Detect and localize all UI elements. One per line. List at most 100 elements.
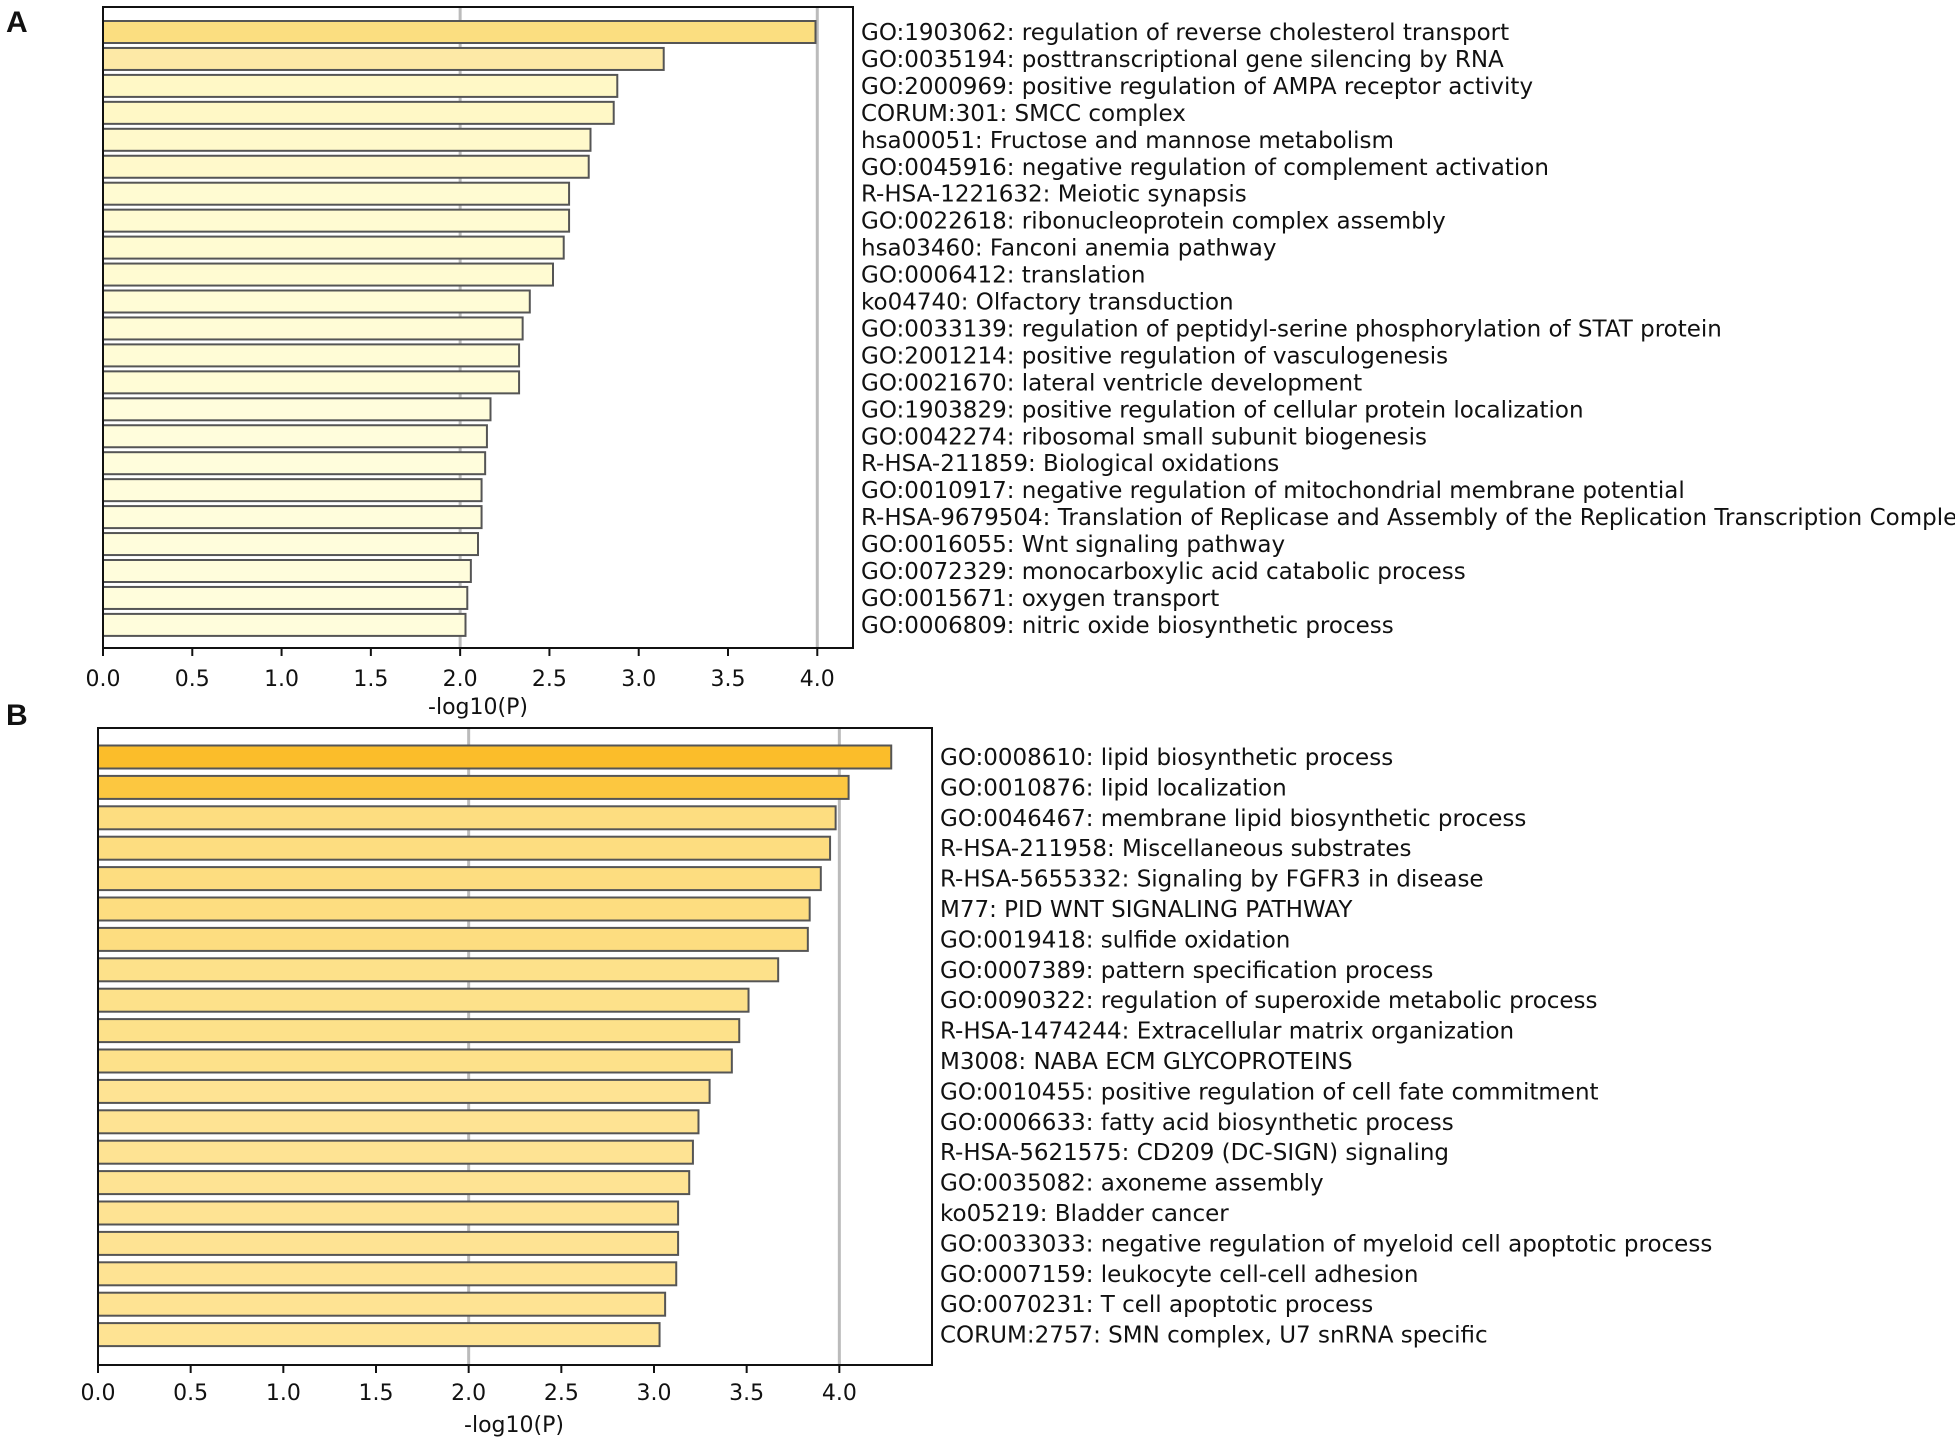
panel-a-bar-9 (102, 235, 565, 260)
panel-b-x-tick-label-8: 3.5 (729, 1381, 764, 1406)
panel-a-chart: GO:1903062: regulation of reverse choles… (86, 6, 1955, 720)
panel-a-bar-17 (102, 451, 487, 476)
panel-a-x-tick-label-1: 0.0 (86, 667, 121, 692)
panel-a-category-label-3: GO:2000969: positive regulation of AMPA … (861, 74, 1533, 100)
panel-a-bar-18 (102, 478, 483, 503)
panel-b-bar-8 (97, 957, 780, 983)
panel-b-x-tick-label-9: 4.0 (822, 1381, 857, 1406)
panel-b-bar-1 (97, 744, 893, 770)
panel-a-x-tick-label-3: 1.0 (264, 667, 299, 692)
panel-a-bar-7 (102, 181, 571, 206)
panel-b-category-label-18: GO:0007159: leukocyte cell-cell adhesion (940, 1262, 1418, 1288)
panel-a-x-tick-label-6: 2.5 (532, 667, 567, 692)
panel-a-bar-6 (102, 154, 590, 179)
panel-a-category-label-4: CORUM:301: SMCC complex (861, 101, 1186, 127)
panel-a-category-label-15: GO:1903829: positive regulation of cellu… (861, 397, 1584, 423)
panel-b-bar-14 (97, 1139, 694, 1165)
panel-a-category-label-21: GO:0072329: monocarboxylic acid cataboli… (861, 559, 1466, 585)
panel-b-bar-9 (97, 987, 750, 1013)
panel-b-plot-frame (97, 727, 933, 1366)
panel-a-x-tick-label-7: 3.0 (621, 667, 656, 692)
panel-b-bar-18 (97, 1261, 678, 1287)
panel-b-bar-4 (97, 835, 832, 861)
panel-b-category-label-12: GO:0010455: positive regulation of cell … (940, 1079, 1599, 1105)
panel-b-category-label-16: ko05219: Bladder cancer (940, 1201, 1229, 1227)
panel-a-category-label-16: GO:0042274: ribosomal small subunit biog… (861, 424, 1427, 450)
panel-a-category-label-5: hsa00051: Fructose and mannose metabolis… (861, 128, 1394, 154)
panel-a-category-label-23: GO:0006809: nitric oxide biosynthetic pr… (861, 613, 1394, 639)
panel-b-x-tick-label-6: 2.5 (544, 1381, 579, 1406)
panel-b-category-label-20: CORUM:2757: SMN complex, U7 snRNA specif… (940, 1323, 1488, 1349)
panel-b-x-tick-label-5: 2.0 (451, 1381, 486, 1406)
panel-a-bar-13 (102, 343, 521, 368)
panel-b-category-label-7: GO:0019418: sulfide oxidation (940, 927, 1290, 953)
panel-a-x-tick-label-4: 1.5 (353, 667, 388, 692)
panel-b-bar-20 (97, 1322, 661, 1348)
panel-b-category-label-14: R-HSA-5621575: CD209 (DC-SIGN) signaling (940, 1140, 1449, 1166)
panel-b-bar-3 (97, 805, 837, 831)
panel-b-x-tick-label-7: 3.0 (637, 1381, 672, 1406)
panel-b-x-tick-label-2: 0.5 (173, 1381, 208, 1406)
panel-a-category-label-2: GO:0035194: posttranscriptional gene sil… (861, 47, 1504, 73)
panel-a-bar-3 (102, 73, 619, 98)
panel-b-bar-2 (97, 774, 850, 800)
panel-a-category-label-9: hsa03460: Fanconi anemia pathway (861, 236, 1277, 262)
panel-a-bar-15 (102, 397, 492, 422)
panel-b-bar-5 (97, 866, 822, 892)
panel-b-category-label-1: GO:0008610: lipid biosynthetic process (940, 745, 1393, 771)
panel-b-bar-6 (97, 896, 811, 922)
panel-a-category-label-1: GO:1903062: regulation of reverse choles… (861, 20, 1509, 46)
panel-b-category-label-11: M3008: NABA ECM GLYCOPROTEINS (940, 1049, 1353, 1075)
panel-b-x-tick-label-4: 1.5 (359, 1381, 394, 1406)
panel-a-bar-2 (102, 46, 665, 71)
panel-a-category-label-13: GO:2001214: positive regulation of vascu… (861, 343, 1448, 369)
panel-a-plot-frame (102, 6, 854, 649)
panel-b-category-label-6: M77: PID WNT SIGNALING PATHWAY (940, 897, 1353, 923)
panel-a-category-label-6: GO:0045916: negative regulation of compl… (861, 155, 1549, 181)
panel-a-bar-22 (102, 585, 469, 610)
panel-b-category-label-19: GO:0070231: T cell apoptotic process (940, 1292, 1373, 1318)
panel-a-bar-11 (102, 289, 531, 314)
panel-a-category-label-12: GO:0033139: regulation of peptidyl-serin… (861, 316, 1722, 342)
panel-b-bar-16 (97, 1200, 680, 1226)
panel-a-bar-21 (102, 559, 472, 583)
panel-b-bar-11 (97, 1048, 733, 1074)
panel-a-category-label-19: R-HSA-9679504: Translation of Replicase … (861, 505, 1955, 531)
panel-a-bar-10 (102, 262, 554, 287)
panel-a-x-tick-label-9: 4.0 (800, 667, 835, 692)
panel-b-x-tick-label-1: 0.0 (81, 1381, 116, 1406)
panel-b-category-label-10: R-HSA-1474244: Extracellular matrix orga… (940, 1019, 1514, 1045)
panel-letter-b: B (6, 699, 28, 732)
panel-b-category-label-9: GO:0090322: regulation of superoxide met… (940, 988, 1598, 1014)
panel-a-category-label-7: R-HSA-1221632: Meiotic synapsis (861, 182, 1247, 208)
panel-b-bar-15 (97, 1170, 691, 1196)
panel-a-bar-1 (102, 20, 817, 44)
panel-a-bar-14 (102, 370, 521, 395)
panel-b-category-label-17: GO:0033033: negative regulation of myelo… (940, 1231, 1712, 1257)
panel-a-bar-20 (102, 532, 479, 557)
panel-a-x-tick-label-2: 0.5 (175, 667, 210, 692)
panel-b-category-label-4: R-HSA-211958: Miscellaneous substrates (940, 836, 1411, 862)
panel-b-bar-13 (97, 1109, 700, 1135)
panel-a-bar-16 (102, 424, 488, 449)
panel-a-bar-5 (102, 127, 592, 152)
panel-b-x-tick-label-3: 1.0 (266, 1381, 301, 1406)
panel-a-bar-19 (102, 505, 483, 530)
panel-b-bar-12 (97, 1078, 711, 1104)
panel-a-category-label-17: R-HSA-211859: Biological oxidations (861, 451, 1279, 477)
panel-b-bar-19 (97, 1291, 667, 1317)
panel-a-category-label-20: GO:0016055: Wnt signaling pathway (861, 532, 1285, 558)
panel-a-category-label-14: GO:0021670: lateral ventricle developmen… (861, 370, 1362, 396)
panel-b-category-label-15: GO:0035082: axoneme assembly (940, 1171, 1324, 1197)
panel-b-chart: GO:0008610: lipid biosynthetic process GO… (81, 727, 1712, 1438)
panel-a-bar-8 (102, 208, 571, 233)
panel-a-category-label-10: GO:0006412: translation (861, 263, 1145, 289)
panel-a-x-tick-label-5: 2.0 (443, 667, 478, 692)
panel-b-category-label-2: GO:0010876: lipid localization (940, 775, 1287, 801)
panel-b-bar-17 (97, 1230, 680, 1256)
panel-b-x-axis-label: -log10(P) (464, 1413, 564, 1438)
panel-b-bar-10 (97, 1018, 741, 1044)
panel-a-bar-4 (102, 100, 615, 125)
panel-a-category-label-18: GO:0010917: negative regulation of mitoc… (861, 478, 1685, 504)
